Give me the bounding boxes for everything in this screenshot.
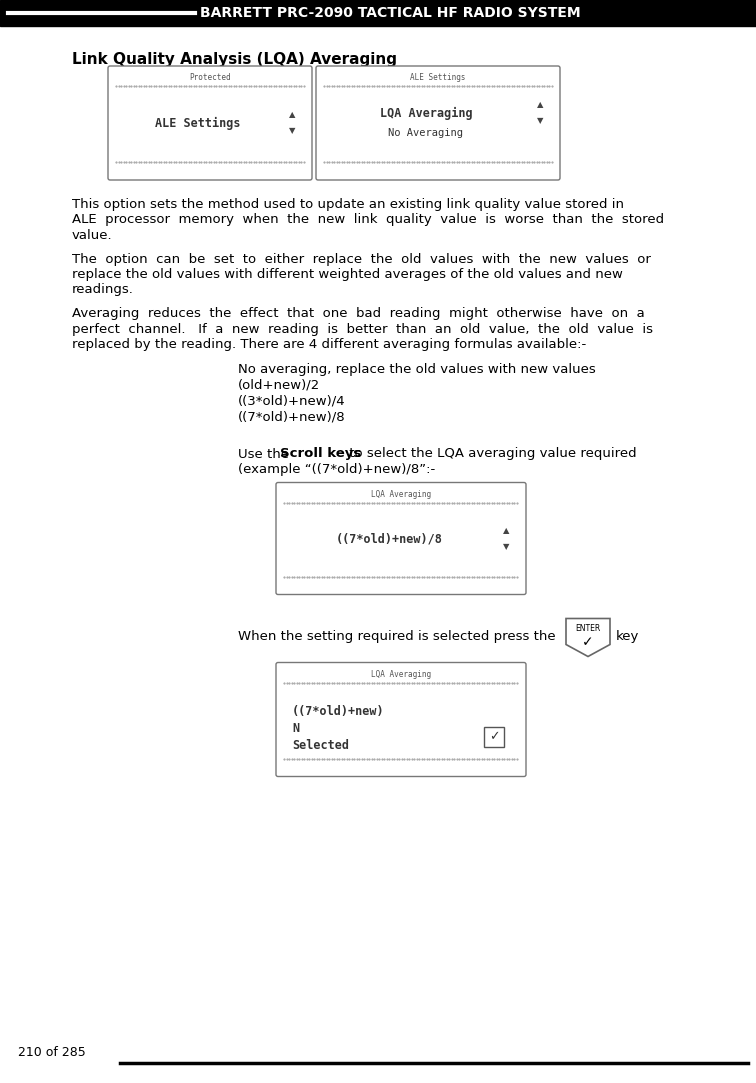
Text: (example “((7*old)+new)/8”:-: (example “((7*old)+new)/8”:-: [238, 464, 435, 477]
Text: No Averaging: No Averaging: [389, 128, 463, 138]
Text: LQA Averaging: LQA Averaging: [380, 106, 472, 119]
Text: replace the old values with different weighted averages of the old values and ne: replace the old values with different we…: [72, 268, 623, 280]
Text: ENTER: ENTER: [575, 624, 600, 632]
Text: ▲: ▲: [503, 526, 510, 535]
Text: ALE Settings: ALE Settings: [155, 117, 240, 130]
Text: Selected: Selected: [292, 739, 349, 752]
Text: ▼: ▼: [503, 542, 510, 551]
FancyBboxPatch shape: [316, 66, 560, 180]
Text: key: key: [616, 630, 640, 643]
Text: ((7*old)+new)/8: ((7*old)+new)/8: [238, 410, 345, 423]
Text: BARRETT PRC-2090 TACTICAL HF RADIO SYSTEM: BARRETT PRC-2090 TACTICAL HF RADIO SYSTE…: [200, 6, 581, 19]
Text: ▲: ▲: [289, 110, 296, 119]
Text: Use the: Use the: [238, 447, 293, 460]
Text: ▼: ▼: [537, 117, 544, 126]
Text: ✓: ✓: [488, 731, 499, 744]
FancyBboxPatch shape: [276, 483, 526, 595]
Bar: [0, 0, 756, 26]
Text: ALE  processor  memory  when  the  new  link  quality  value  is  worse  than  t: ALE processor memory when the new link q…: [72, 213, 664, 226]
Text: N: N: [292, 722, 299, 735]
Text: LQA Averaging: LQA Averaging: [371, 490, 431, 499]
Text: This option sets the method used to update an existing link quality value stored: This option sets the method used to upda…: [72, 198, 624, 211]
Text: to select the LQA averaging value required: to select the LQA averaging value requir…: [345, 447, 637, 460]
Text: ▼: ▼: [289, 127, 296, 135]
Text: replaced by the reading. There are 4 different averaging formulas available:-: replaced by the reading. There are 4 dif…: [72, 338, 586, 351]
FancyBboxPatch shape: [276, 663, 526, 777]
Text: Link Quality Analysis (LQA) Averaging: Link Quality Analysis (LQA) Averaging: [72, 52, 397, 67]
Text: ✓: ✓: [582, 636, 593, 650]
Text: 210 of 285: 210 of 285: [18, 1046, 85, 1059]
Text: LQA Averaging: LQA Averaging: [371, 670, 431, 679]
Text: ((7*old)+new)/8: ((7*old)+new)/8: [336, 532, 442, 545]
Text: ((3*old)+new)/4: ((3*old)+new)/4: [238, 394, 345, 407]
Text: (old+new)/2: (old+new)/2: [238, 379, 321, 392]
Text: The  option  can  be  set  to  either  replace  the  old  values  with  the  new: The option can be set to either replace …: [72, 252, 651, 265]
Text: readings.: readings.: [72, 284, 134, 297]
Bar: [484, 727, 504, 747]
Text: ▲: ▲: [537, 101, 544, 109]
Text: value.: value.: [72, 229, 113, 242]
FancyBboxPatch shape: [108, 66, 312, 180]
Text: ((7*old)+new): ((7*old)+new): [292, 705, 385, 718]
Text: ALE Settings: ALE Settings: [411, 74, 466, 82]
Text: No averaging, replace the old values with new values: No averaging, replace the old values wit…: [238, 364, 596, 377]
Text: When the setting required is selected press the: When the setting required is selected pr…: [238, 630, 556, 643]
Text: Averaging  reduces  the  effect  that  one  bad  reading  might  otherwise  have: Averaging reduces the effect that one ba…: [72, 306, 645, 319]
Text: Scroll keys: Scroll keys: [280, 447, 361, 460]
Text: perfect  channel.   If  a  new  reading  is  better  than  an  old  value,  the : perfect channel. If a new reading is bet…: [72, 323, 653, 336]
Text: Protected: Protected: [189, 74, 231, 82]
Polygon shape: [566, 618, 610, 656]
